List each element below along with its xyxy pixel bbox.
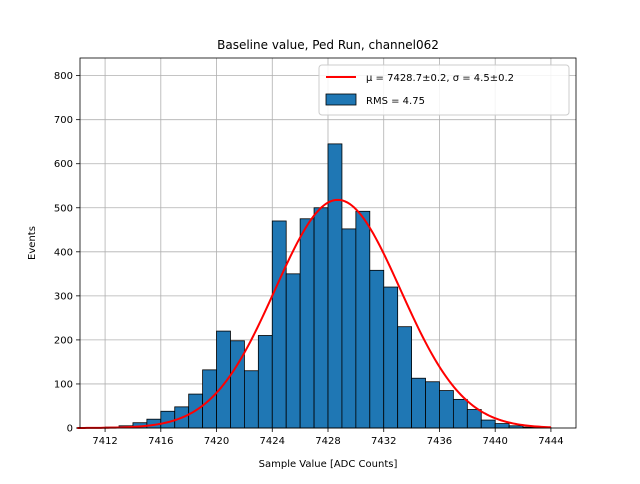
y-tick-label: 500 [54, 203, 73, 214]
x-tick-label: 7428 [315, 436, 340, 447]
histogram-bar [384, 287, 398, 428]
histogram-bar [412, 378, 426, 428]
legend: μ = 7428.7±0.2, σ = 4.5±0.2 RMS = 4.75 [319, 65, 569, 115]
x-tick-label: 7444 [538, 436, 563, 447]
histogram-bar [244, 371, 258, 428]
histogram-bar [272, 221, 286, 428]
legend-hist-label: RMS = 4.75 [366, 96, 425, 107]
x-tick-label: 7432 [371, 436, 396, 447]
legend-hist-swatch [326, 94, 356, 105]
x-axis-label: Sample Value [ADC Counts] [259, 459, 398, 470]
histogram-bar [314, 208, 328, 428]
y-tick-label: 100 [54, 379, 73, 390]
histogram-bar [495, 424, 509, 428]
histogram-bar [356, 211, 370, 428]
histogram-bar [258, 336, 272, 429]
y-tick-label: 300 [54, 291, 73, 302]
histogram-bar [439, 391, 453, 428]
histogram-bar [328, 144, 342, 428]
legend-fit-label: μ = 7428.7±0.2, σ = 4.5±0.2 [366, 73, 514, 84]
histogram-bar [398, 327, 412, 428]
x-tick-label: 7420 [204, 436, 229, 447]
x-tick-label: 7416 [148, 436, 173, 447]
legend-fit-sigma: σ = 4.5±0.2 [453, 73, 514, 84]
y-tick-label: 400 [54, 247, 73, 258]
histogram-bar [453, 399, 467, 428]
y-tick-label: 0 [67, 424, 73, 435]
histogram-bar [161, 411, 175, 428]
histogram-bar [426, 382, 440, 428]
histogram-bar [300, 219, 314, 428]
y-tick-label: 700 [54, 115, 73, 126]
chart-title: Baseline value, Ped Run, channel062 [217, 38, 439, 52]
histogram-bar [230, 341, 244, 428]
legend-fit-mu: μ = 7428.7±0.2, [366, 73, 453, 84]
histogram-bar [342, 229, 356, 428]
y-tick-label: 800 [54, 71, 73, 82]
y-tick-label: 600 [54, 159, 73, 170]
y-axis-label: Events [27, 226, 38, 260]
x-tick-label: 7412 [92, 436, 117, 447]
histogram-bar [467, 410, 481, 429]
x-tick-label: 7436 [427, 436, 452, 447]
y-tick-label: 200 [54, 335, 73, 346]
histogram-bar [481, 420, 495, 428]
histogram-bar [286, 274, 300, 428]
histogram-bar [370, 270, 384, 428]
x-tick-label: 7440 [482, 436, 507, 447]
x-tick-label: 7424 [260, 436, 285, 447]
